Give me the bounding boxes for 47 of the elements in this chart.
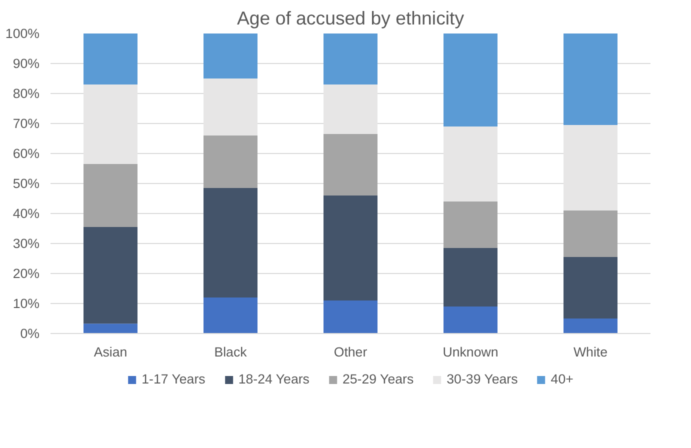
bar [564,34,618,125]
y-tick-label: 20% [12,266,40,281]
y-tick-label: 0% [20,326,40,341]
x-tick-label: Other [334,344,368,360]
bar [84,324,138,334]
bar [444,126,498,202]
y-tick-label: 100% [5,26,40,41]
x-tick-label: White [573,344,608,360]
bar [564,257,618,318]
legend-label: 18-24 Years [238,372,310,386]
legend-label: 30-39 Years [446,372,518,386]
bar [204,188,258,298]
bar [324,34,378,84]
bar [324,300,378,334]
y-tick-label: 30% [12,236,40,251]
bar [204,136,258,188]
bar [564,318,618,334]
legend-label: 25-29 Years [342,372,414,386]
y-tick-label: 60% [12,146,40,161]
y-tick-label: 50% [12,176,40,191]
bar [324,134,378,196]
y-tick-label: 40% [12,206,40,221]
bar [444,248,498,306]
bar [564,210,618,257]
bar [444,202,498,248]
chart-title: Age of accused by ethnicity [236,8,465,28]
x-tick-label: Black [214,344,248,360]
legend-label: 40+ [550,372,574,386]
bar [564,125,618,210]
y-tick-label: 10% [12,296,40,311]
bar [204,298,258,334]
bar [84,84,138,164]
bar [324,84,378,134]
bar [444,34,498,126]
bar [84,164,138,227]
y-tick-label: 90% [12,56,40,71]
y-tick-label: 70% [12,116,40,131]
x-tick-label: Asian [94,344,128,360]
bar [204,34,258,78]
bar [444,306,498,334]
bar [204,78,258,136]
bar [84,34,138,84]
x-tick-label: Unknown [442,344,498,360]
bar [324,196,378,300]
bar [84,227,138,324]
legend-label: 1-17 Years [142,372,206,386]
y-tick-label: 80% [12,86,40,101]
